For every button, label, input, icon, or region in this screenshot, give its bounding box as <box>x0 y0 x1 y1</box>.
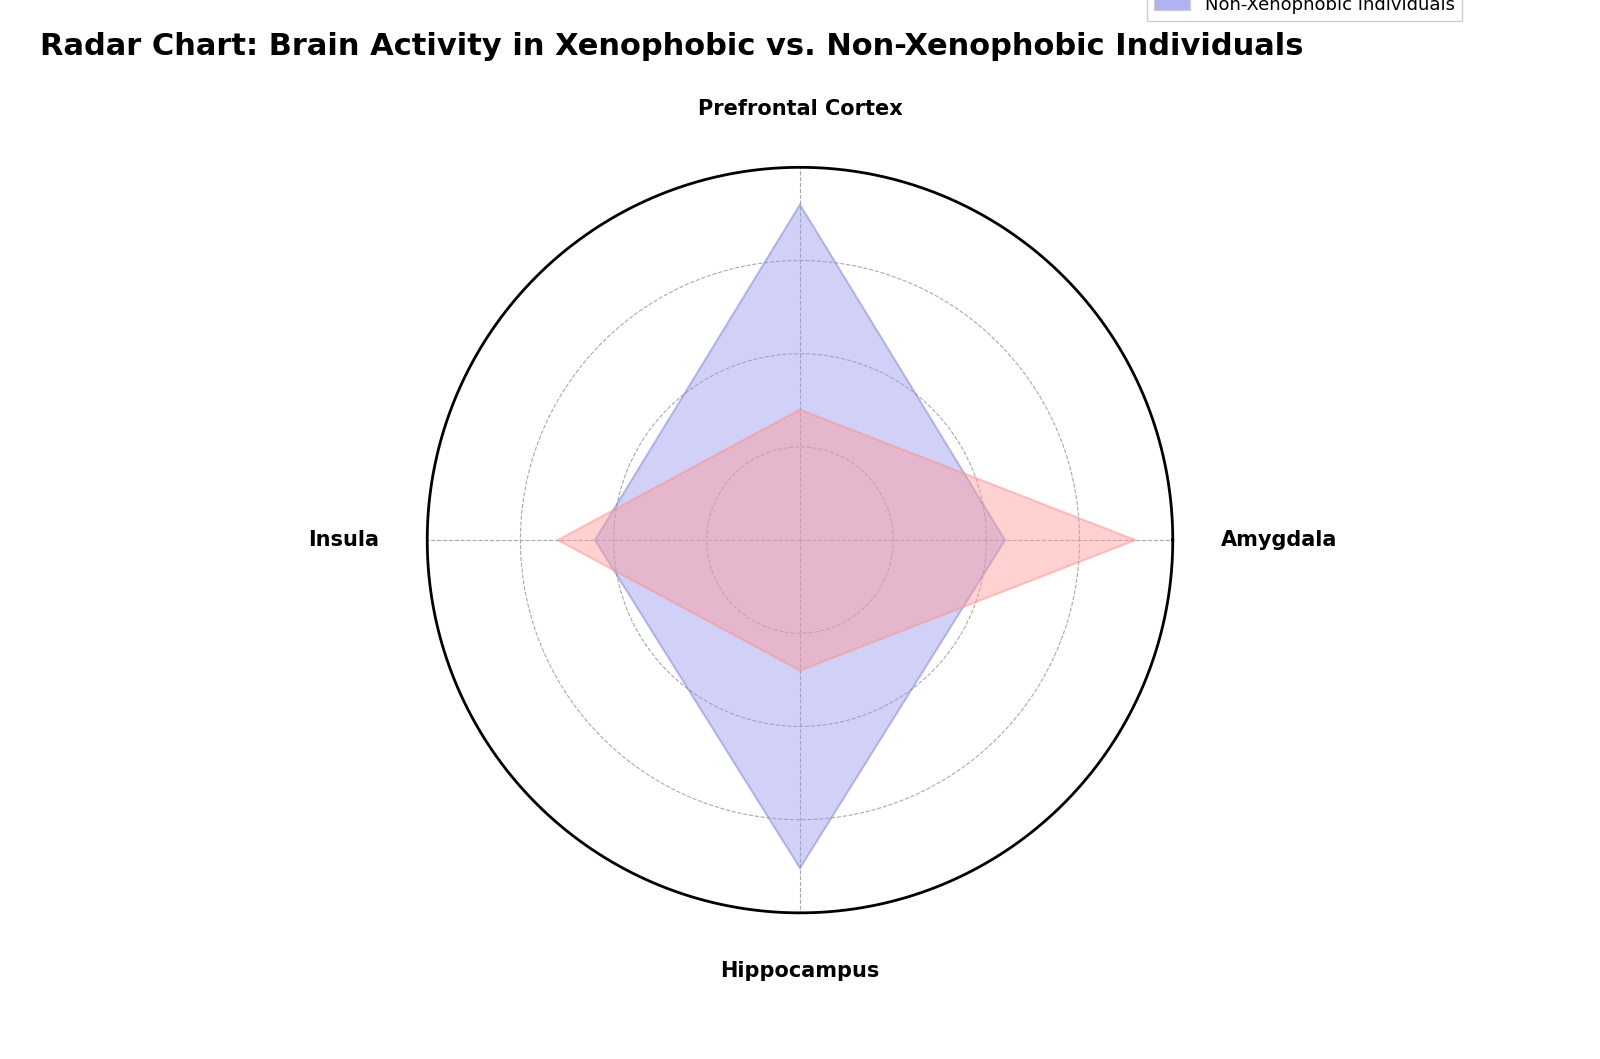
Text: Amygdala: Amygdala <box>1221 531 1338 550</box>
Polygon shape <box>595 204 1005 868</box>
Legend: Xenophobic Individuals, Non-Xenophobic Individuals: Xenophobic Individuals, Non-Xenophobic I… <box>1147 0 1462 21</box>
Text: Radar Chart: Brain Activity in Xenophobic vs. Non-Xenophobic Individuals: Radar Chart: Brain Activity in Xenophobi… <box>40 32 1304 60</box>
Text: Hippocampus: Hippocampus <box>720 962 880 982</box>
Text: Insula: Insula <box>307 531 379 550</box>
Polygon shape <box>558 410 1136 670</box>
Text: Prefrontal Cortex: Prefrontal Cortex <box>698 98 902 119</box>
